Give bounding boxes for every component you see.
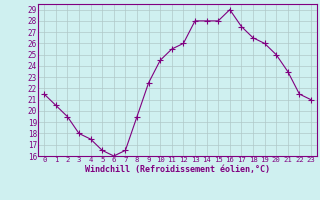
X-axis label: Windchill (Refroidissement éolien,°C): Windchill (Refroidissement éolien,°C) [85, 165, 270, 174]
